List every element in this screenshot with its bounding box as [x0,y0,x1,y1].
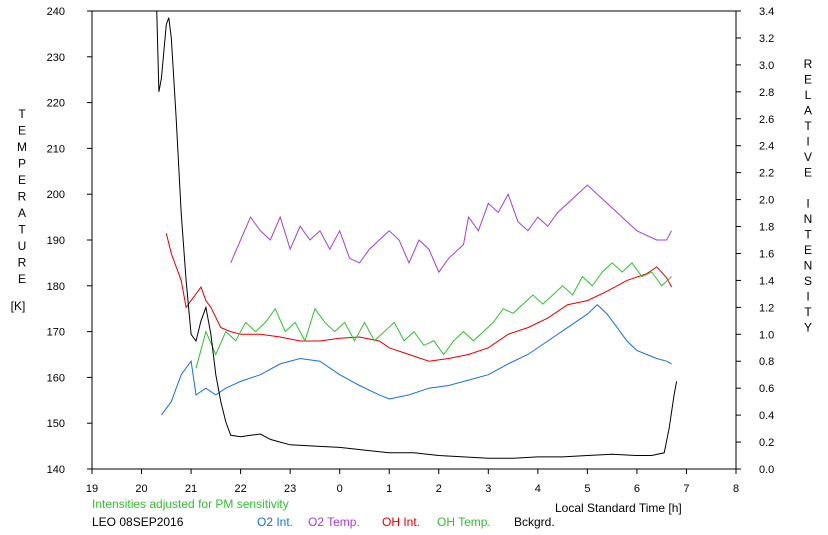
left-axis-letter: T [18,223,26,237]
right-tick-label: 1.6 [759,248,774,260]
right-axis-letter: E [804,73,812,87]
left-tick-label: 180 [47,281,65,293]
right-tick-label: 0.8 [759,356,774,368]
right-axis-letter: N [804,259,813,273]
left-tick-label: 150 [47,418,65,430]
left-tick-label: 170 [47,327,65,339]
right-tick-label: 3.4 [759,6,774,18]
legend-entry: OH Temp. [437,515,491,529]
left-axis-letter: M [17,140,27,154]
right-tick-label: 3.0 [759,60,774,72]
right-tick-label: 1.8 [759,222,774,234]
right-axis-letter: I [806,197,809,211]
left-axis-letter: A [18,206,26,220]
x-tick-label: 22 [234,483,246,495]
left-tick-label: 200 [47,189,65,201]
legend: O2 Int. O2 Temp. OH Int. OH Temp. Bckgrd. [257,515,555,529]
right-axis-letter: R [804,57,813,71]
series-line [195,262,672,369]
left-axis-letter: P [18,157,26,171]
left-axis-letter: U [18,239,27,253]
station-label: LEO 08SEP2016 [92,515,184,529]
series-line [230,184,673,274]
left-tick-label: 240 [47,6,65,18]
legend-entry: O2 Temp. [308,515,360,529]
x-tick-label: 8 [733,483,739,495]
right-tick-label: 3.2 [759,33,774,45]
left-tick-label: 140 [47,464,65,476]
right-tick-label: 0.6 [759,383,774,395]
x-tick-label: 19 [86,483,98,495]
legend-entry: Bckgrd. [514,515,555,529]
left-tick-label: 230 [47,52,65,64]
x-tick-label: 1 [386,483,392,495]
right-tick-label: 0.2 [759,437,774,449]
right-axis-letter: S [804,274,812,288]
left-tick-label: 220 [47,98,65,110]
left-tick-label: 190 [47,235,65,247]
x-tick-label: 4 [535,483,541,495]
series-line [165,233,673,362]
left-axis-unit: [K] [11,299,26,313]
right-tick-label: 2.8 [759,87,774,99]
note-text: Intensities adjusted for PM sensitivity [92,497,289,511]
right-axis-letter: L [805,88,812,102]
right-tick-label: 1.4 [759,275,774,287]
x-tick-label: 23 [284,483,296,495]
x-tick-label: 21 [185,483,197,495]
right-axis-letter: T [804,228,812,242]
right-axis-letter: T [804,119,812,133]
right-axis-ticks: 0.0 0.2 0.4 0.6 0.8 1.0 1.2 1.4 1.6 1.8 2.0 2.2 2.4 2… [736,6,774,476]
right-axis-letter: T [804,305,812,319]
right-axis-letter: Y [804,321,812,335]
right-tick-label: 2.4 [759,141,774,153]
x-tick-label: 2 [436,483,442,495]
right-tick-label: 0.4 [759,410,774,422]
right-axis-letter: E [804,166,812,180]
right-axis-letter: E [804,243,812,257]
right-axis-letter: N [804,212,813,226]
left-axis-letter: T [18,107,26,121]
right-axis-letter: I [806,135,809,149]
left-axis-letter: E [18,272,26,286]
right-axis-letter: V [804,150,812,164]
left-axis-letter: R [18,190,27,204]
series-line [160,304,672,416]
x-tick-label: 3 [485,483,491,495]
right-tick-label: 1.2 [759,302,774,314]
series-layer [156,11,678,459]
series-line [156,11,678,459]
left-axis-letter: E [18,173,26,187]
left-tick-label: 210 [47,143,65,155]
x-tick-label: 6 [634,483,640,495]
x-tick-label: 5 [584,483,590,495]
x-tick-label: 20 [135,483,147,495]
x-tick-label: 7 [683,483,689,495]
x-tick-label: 0 [337,483,343,495]
right-tick-label: 2.2 [759,168,774,180]
legend-entry: OH Int. [382,515,420,529]
x-axis-ticks: 19 20 21 22 23 0 1 2 3 4 5 6 7 8 [86,469,739,495]
right-tick-label: 1.0 [759,329,774,341]
left-axis-letter: E [18,124,26,138]
left-axis-ticks: 140 150 160 170 180 190 200 210 220 230 240 [47,6,92,476]
right-axis-letter: A [804,104,812,118]
plot-frame [91,10,737,470]
x-axis-label: Local Standard Time [h] [555,501,682,515]
legend-entry: O2 Int. [257,515,293,529]
right-tick-label: 2.0 [759,195,774,207]
left-axis-letter: R [18,256,27,270]
right-tick-label: 2.6 [759,114,774,126]
left-tick-label: 160 [47,372,65,384]
right-axis-letter: I [806,290,809,304]
right-tick-label: 0.0 [759,464,774,476]
